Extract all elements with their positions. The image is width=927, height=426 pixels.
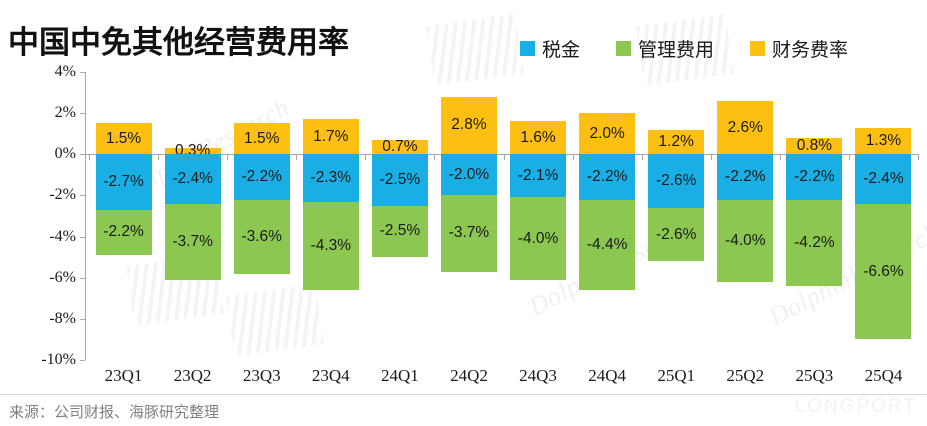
legend-swatch-icon [520,41,535,56]
bar-segment[interactable] [95,209,152,256]
legend-item[interactable]: 管理费用 [616,35,714,62]
y-axis-label: -8% [49,309,76,327]
legend-label: 财务费率 [772,40,849,61]
x-axis-label: 23Q3 [242,366,281,385]
bar-segment[interactable] [164,154,221,204]
bar-segment[interactable] [648,207,705,262]
bar-segment[interactable] [717,154,774,200]
x-axis-tick [848,154,850,161]
bar-segment[interactable] [648,129,705,155]
footer-divider [0,394,927,395]
x-axis-label: 23Q1 [104,366,143,385]
x-axis-tick [503,154,505,161]
y-axis-tick [80,277,85,279]
bar-segment[interactable] [786,137,843,155]
bar-segment[interactable] [302,201,359,291]
bar-segment[interactable] [717,199,774,282]
x-axis-label: 25Q4 [864,366,903,385]
bar-segment[interactable] [579,154,636,200]
legend-item[interactable]: 财务费率 [750,35,848,62]
chart-header: 中国中免其他经营费用率 税金 管理费用 财务费率 [0,0,927,70]
bar-segment[interactable] [233,154,290,200]
x-axis-tick [296,154,298,161]
bar-segment[interactable] [233,199,290,274]
bar-segment[interactable] [440,154,497,196]
bar-segment[interactable] [302,154,359,202]
y-axis-label: -6% [49,268,76,286]
bar-segment[interactable] [371,154,428,206]
chart-legend: 税金 管理费用 财务费率 [520,35,848,62]
y-axis-label: 0% [54,145,76,163]
x-axis-label: 25Q3 [795,366,834,385]
x-axis-tick [434,154,436,161]
x-axis-tick [158,154,160,161]
x-axis-label: 25Q1 [657,366,696,385]
bar-segment[interactable] [510,154,567,198]
x-axis-tick [89,154,90,161]
y-axis-tick [80,195,85,197]
bar-segment[interactable] [579,199,636,291]
x-axis-label: 24Q3 [519,366,557,385]
y-axis-line [85,72,86,360]
legend-swatch-icon [750,41,766,56]
source-note: 来源：公司财报、海豚研究整理 [9,404,220,421]
brand-watermark: LONGPORT [794,396,917,417]
bar-segment[interactable] [440,96,497,155]
x-axis-label: 24Q2 [450,366,488,385]
legend-label: 管理费用 [638,40,715,61]
bar-segment[interactable] [855,154,912,204]
x-axis-tick [365,154,367,161]
bar-segment[interactable] [440,195,497,272]
bar-segment[interactable] [302,119,359,155]
bar-segment[interactable] [855,203,912,340]
legend-label: 税金 [542,40,581,61]
y-axis-tick [80,154,85,156]
y-axis-tick [80,113,85,115]
legend-item[interactable]: 税金 [520,35,580,62]
x-axis-tick [572,154,574,161]
bar-segment[interactable] [233,123,290,155]
y-axis-label: 2% [54,104,76,122]
y-axis-tick [80,72,85,73]
x-axis-tick [918,154,919,161]
bar-segment[interactable] [648,154,705,208]
bar-segment[interactable] [95,154,152,210]
page-title: 中国中免其他经营费用率 [8,25,349,60]
zero-baseline [85,154,918,156]
legend-swatch-icon [616,41,632,56]
bar-segment[interactable] [855,127,912,155]
y-axis-tick [80,318,85,320]
bar-segment[interactable] [371,205,428,258]
y-axis-label: -10% [41,351,76,368]
bar-segment[interactable] [510,197,567,280]
bar-segment[interactable] [164,148,221,155]
x-axis-label: 24Q4 [588,366,627,385]
x-axis-tick [710,154,712,161]
bar-segment[interactable] [786,199,843,286]
x-axis-tick [641,154,643,161]
bar-segment[interactable] [786,154,843,200]
y-axis-label: -4% [49,227,76,245]
x-axis-tick [779,154,781,161]
bar-segment[interactable] [717,100,774,155]
y-axis-label: 4% [54,63,76,80]
x-axis-tick [227,154,229,161]
bar-segment[interactable] [579,113,636,155]
bar-segment[interactable] [95,123,152,155]
y-axis-tick [80,236,85,238]
x-axis-label: 23Q4 [311,366,350,385]
bar-segment[interactable] [510,121,567,155]
bar-segment[interactable] [371,139,428,155]
x-axis-label: 24Q1 [380,366,419,385]
bar-segment[interactable] [164,203,221,280]
x-axis-label: 25Q2 [726,366,765,385]
x-axis-label: 23Q2 [173,366,212,385]
y-axis-tick [80,360,85,361]
y-axis-label: -2% [49,186,76,204]
